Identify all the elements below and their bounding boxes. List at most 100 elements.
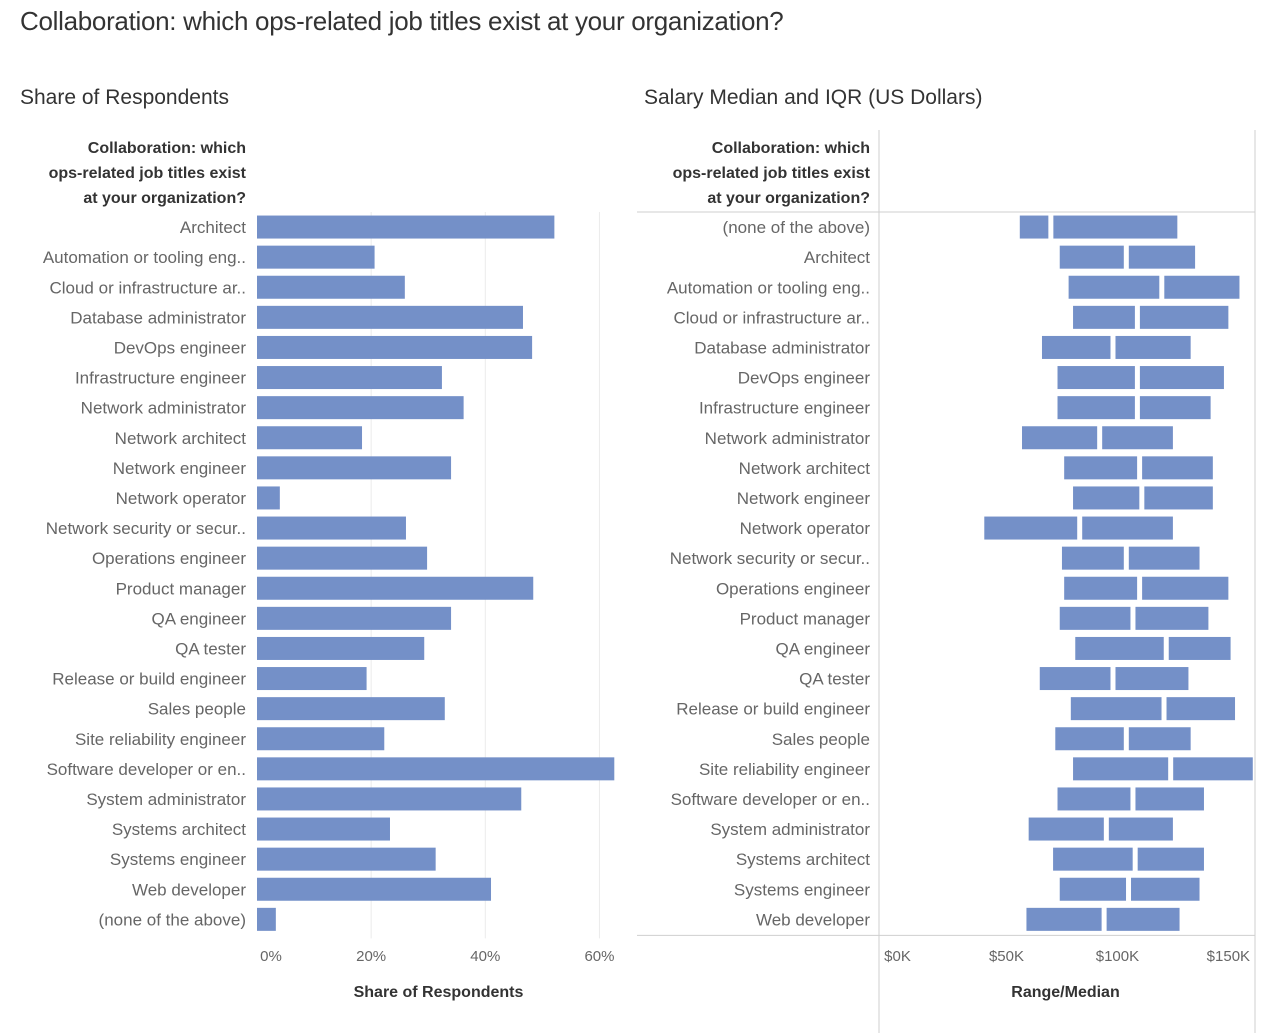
share-category-label: Systems engineer	[110, 850, 246, 869]
salary-upper-iqr-bar	[1102, 426, 1173, 450]
share-bar	[257, 817, 390, 841]
share-category-label: Automation or tooling eng..	[43, 248, 246, 267]
salary-lower-iqr-bar	[1019, 215, 1049, 239]
salary-category-label: QA engineer	[775, 639, 870, 658]
salary-upper-iqr-bar	[1168, 636, 1231, 660]
salary-upper-iqr-bar	[1108, 817, 1173, 841]
salary-category-label: Network administrator	[705, 429, 871, 448]
share-bar	[257, 667, 367, 691]
share-tick-label: 20%	[356, 948, 386, 965]
salary-upper-iqr-bar	[1139, 305, 1229, 329]
salary-category-label: Automation or tooling eng..	[667, 278, 870, 297]
salary-lower-iqr-bar	[1057, 366, 1135, 390]
salary-category-label: (none of the above)	[723, 218, 870, 237]
salary-category-label: Site reliability engineer	[699, 760, 870, 779]
share-category-label: Release or build engineer	[52, 670, 246, 689]
salary-category-label: Sales people	[772, 730, 870, 749]
salary-category-label: Systems architect	[736, 850, 870, 869]
salary-lower-iqr-bar	[1026, 907, 1102, 931]
salary-category-label: Product manager	[740, 609, 871, 628]
salary-axis-label: Range/Median	[1011, 984, 1119, 1001]
share-bar	[257, 757, 615, 781]
salary-upper-iqr-bar	[1166, 697, 1236, 721]
share-bar	[257, 636, 425, 660]
salary-upper-iqr-bar	[1106, 907, 1180, 931]
share-category-label: QA tester	[175, 639, 246, 658]
salary-tick-label: $100K	[1096, 948, 1139, 965]
salary-category-label: Systems engineer	[734, 880, 870, 899]
salary-upper-iqr-bar	[1053, 215, 1178, 239]
salary-upper-iqr-bar	[1115, 335, 1191, 359]
salary-upper-iqr-bar	[1137, 847, 1204, 871]
share-tick-label: 40%	[470, 948, 500, 965]
share-axis-label: Share of Respondents	[354, 984, 524, 1001]
salary-lower-iqr-bar	[1041, 335, 1111, 359]
share-header-line: ops-related job titles exist	[49, 165, 247, 182]
salary-category-label: Web developer	[756, 910, 870, 929]
share-category-label: System administrator	[86, 790, 246, 809]
salary-upper-iqr-bar	[1128, 245, 1196, 269]
share-bar	[257, 335, 533, 359]
share-category-label: Database administrator	[70, 308, 246, 327]
salary-upper-iqr-bar	[1164, 275, 1240, 299]
salary-upper-iqr-bar	[1135, 787, 1204, 811]
share-bar	[257, 305, 523, 329]
share-category-label: Infrastructure engineer	[75, 369, 246, 388]
share-bar	[257, 847, 436, 871]
share-bar	[257, 606, 452, 630]
salary-lower-iqr-bar	[1075, 636, 1164, 660]
share-category-label: DevOps engineer	[114, 338, 247, 357]
share-bar	[257, 576, 534, 600]
salary-header-line: Collaboration: which	[712, 140, 870, 157]
share-category-label: Software developer or en..	[47, 760, 246, 779]
salary-category-label: Network engineer	[737, 489, 871, 508]
salary-category-label: System administrator	[710, 820, 870, 839]
share-category-label: Network security or secur..	[46, 519, 246, 538]
salary-lower-iqr-bar	[1059, 245, 1124, 269]
share-category-label: QA engineer	[151, 609, 246, 628]
share-category-label: Sales people	[148, 700, 246, 719]
share-bar	[257, 516, 406, 540]
salary-category-label: Network operator	[740, 519, 871, 538]
salary-lower-iqr-bar	[1070, 697, 1162, 721]
share-bar	[257, 426, 363, 450]
share-bar	[257, 546, 428, 570]
salary-upper-iqr-bar	[1128, 546, 1200, 570]
salary-category-label: Operations engineer	[716, 579, 870, 598]
share-bar	[257, 245, 375, 269]
share-bar	[257, 727, 385, 751]
share-category-label: Web developer	[132, 880, 246, 899]
share-category-label: Network operator	[116, 489, 247, 508]
salary-category-label: Architect	[804, 248, 870, 267]
salary-lower-iqr-bar	[1053, 847, 1133, 871]
share-bar	[257, 215, 555, 239]
salary-lower-iqr-bar	[1073, 486, 1140, 510]
share-category-label: Network administrator	[81, 399, 247, 418]
salary-upper-iqr-bar	[1139, 366, 1224, 390]
salary-category-label: Database administrator	[694, 338, 870, 357]
salary-upper-iqr-bar	[1131, 877, 1200, 901]
salary-lower-iqr-bar	[1022, 426, 1098, 450]
salary-lower-iqr-bar	[1039, 667, 1111, 691]
salary-upper-iqr-bar	[1144, 486, 1213, 510]
salary-lower-iqr-bar	[1073, 305, 1135, 329]
share-bar	[257, 907, 276, 931]
share-bar	[257, 396, 464, 420]
salary-category-label: Infrastructure engineer	[699, 399, 870, 418]
salary-category-label: DevOps engineer	[738, 369, 871, 388]
salary-lower-iqr-bar	[1059, 877, 1127, 901]
share-category-label: Product manager	[116, 579, 247, 598]
share-header-line: Collaboration: which	[88, 140, 246, 157]
share-category-label: Network engineer	[113, 459, 247, 478]
salary-header-line: at your organization?	[707, 190, 870, 207]
share-header-line: at your organization?	[83, 190, 246, 207]
salary-lower-iqr-bar	[1057, 787, 1131, 811]
salary-category-label: Release or build engineer	[676, 700, 870, 719]
salary-lower-iqr-bar	[1028, 817, 1104, 841]
salary-category-label: Network security or secur..	[670, 549, 870, 568]
share-bar	[257, 275, 405, 299]
share-category-label: (none of the above)	[99, 910, 246, 929]
salary-upper-iqr-bar	[1135, 606, 1209, 630]
share-bar	[257, 787, 522, 811]
main-title: Collaboration: which ops-related job tit…	[20, 6, 784, 36]
